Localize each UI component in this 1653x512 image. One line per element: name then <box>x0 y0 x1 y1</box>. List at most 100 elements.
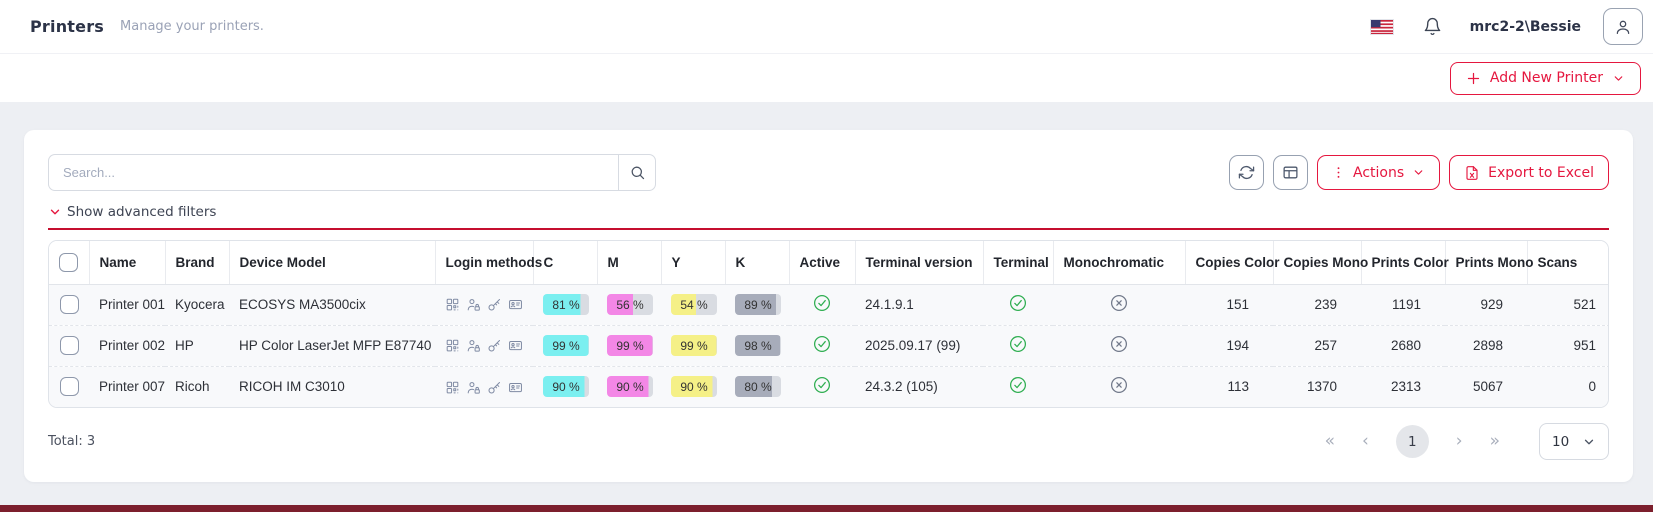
qr-code-icon <box>445 380 460 395</box>
column-header-login-methods[interactable]: Login methods <box>435 241 533 284</box>
column-header-device-model[interactable]: Device Model <box>229 241 435 284</box>
content-area: Actions Export to Excel <box>0 102 1653 505</box>
m-toner-level-badge: 90 % <box>607 376 653 397</box>
add-new-printer-label: Add New Printer <box>1490 70 1603 86</box>
cell-name: Printer 001 <box>89 284 165 325</box>
table-row: Printer 001 Kyocera ECOSYS MA3500cix 81 … <box>49 284 1609 325</box>
chevron-down-icon <box>48 205 62 219</box>
chevron-down-icon <box>1582 435 1596 449</box>
m-toner-level-badge: 56 % <box>607 294 653 315</box>
check-circle-icon <box>813 294 831 312</box>
cell-terminal-version: 24.1.9.1 <box>855 284 983 325</box>
column-settings-button[interactable] <box>1273 155 1308 190</box>
prev-page-button[interactable]: ‹ <box>1362 433 1369 450</box>
advanced-filters-toggle[interactable]: Show advanced filters <box>48 204 216 220</box>
cell-terminal <box>983 366 1053 407</box>
bottom-edge-bar <box>0 505 1653 512</box>
add-new-printer-button[interactable]: Add New Printer <box>1450 62 1641 95</box>
cell-login-methods <box>435 366 533 407</box>
cell-name: Printer 002 <box>89 325 165 366</box>
next-page-button[interactable]: › <box>1456 433 1463 450</box>
chevron-down-icon <box>1612 72 1625 85</box>
cell-login-methods <box>435 325 533 366</box>
cell-copies-color: 113 <box>1185 366 1273 407</box>
current-user-name: mrc2-2\Bessie <box>1470 19 1581 35</box>
cell-device-model: HP Color LaserJet MFP E87740 <box>229 325 435 366</box>
cell-monochromatic <box>1053 366 1185 407</box>
key-icon <box>487 338 502 353</box>
k-toner-level-badge: 89 % <box>735 294 781 315</box>
cell-copies-color: 151 <box>1185 284 1273 325</box>
user-pin-icon <box>466 380 481 395</box>
cell-cyan-level: 81 % <box>533 284 597 325</box>
y-toner-level-badge: 54 % <box>671 294 717 315</box>
search-button[interactable] <box>618 154 656 191</box>
column-header-prints-mono[interactable]: Prints Mono <box>1445 241 1527 284</box>
column-header-brand[interactable]: Brand <box>165 241 229 284</box>
table-body: Printer 001 Kyocera ECOSYS MA3500cix 81 … <box>49 284 1609 407</box>
table-header-row: NameBrandDevice ModelLogin methodsCMYKAc… <box>49 241 1609 284</box>
column-header-name[interactable]: Name <box>89 241 165 284</box>
first-page-button[interactable]: « <box>1325 433 1335 450</box>
toolbar-buttons: Actions Export to Excel <box>1229 155 1609 190</box>
k-toner-level-badge: 80 % <box>735 376 781 397</box>
total-count: Total: 3 <box>48 434 95 449</box>
cell-black-level: 98 % <box>725 325 789 366</box>
user-menu-button[interactable] <box>1603 8 1643 45</box>
column-header-monochromatic[interactable]: Monochromatic <box>1053 241 1185 284</box>
column-header-scans[interactable]: Scans <box>1527 241 1609 284</box>
column-header-y[interactable]: Y <box>661 241 725 284</box>
column-header-m[interactable]: M <box>597 241 661 284</box>
export-label: Export to Excel <box>1488 165 1594 181</box>
export-to-excel-button[interactable]: Export to Excel <box>1449 155 1609 190</box>
notifications-bell-icon[interactable] <box>1423 17 1442 36</box>
page-size-select[interactable]: 10 <box>1539 423 1609 460</box>
cell-brand: Ricoh <box>165 366 229 407</box>
cell-copies-mono: 1370 <box>1273 366 1361 407</box>
k-toner-level-badge: 98 % <box>735 335 781 356</box>
cell-black-level: 89 % <box>725 284 789 325</box>
column-header-copies-color[interactable]: Copies Color <box>1185 241 1273 284</box>
cell-active <box>789 284 855 325</box>
cell-login-methods <box>435 284 533 325</box>
search-icon <box>629 164 646 181</box>
printers-table: NameBrandDevice ModelLogin methodsCMYKAc… <box>49 241 1609 407</box>
check-circle-icon <box>1009 335 1027 353</box>
cell-terminal-version: 24.3.2 (105) <box>855 366 983 407</box>
select-all-checkbox[interactable] <box>59 253 78 272</box>
y-toner-level-badge: 99 % <box>671 335 717 356</box>
search-input[interactable] <box>48 154 618 191</box>
last-page-button[interactable]: » <box>1490 433 1500 450</box>
page-size-value: 10 <box>1552 434 1569 450</box>
column-header-terminal[interactable]: Terminal <box>983 241 1053 284</box>
cell-monochromatic <box>1053 284 1185 325</box>
column-header-copies-mono[interactable]: Copies Mono <box>1273 241 1361 284</box>
column-header-prints-color[interactable]: Prints Color <box>1361 241 1445 284</box>
cell-device-model: ECOSYS MA3500cix <box>229 284 435 325</box>
cell-copies-mono: 239 <box>1273 284 1361 325</box>
cell-active <box>789 366 855 407</box>
row-checkbox[interactable] <box>60 295 79 314</box>
column-header-active[interactable]: Active <box>789 241 855 284</box>
red-divider <box>48 228 1609 230</box>
actions-button[interactable]: Actions <box>1317 155 1440 190</box>
user-icon <box>1614 18 1632 36</box>
cell-yellow-level: 90 % <box>661 366 725 407</box>
cell-prints-mono: 5067 <box>1445 366 1527 407</box>
current-page-button[interactable]: 1 <box>1396 425 1429 458</box>
refresh-button[interactable] <box>1229 155 1264 190</box>
row-checkbox[interactable] <box>60 377 79 396</box>
table-row: Printer 007 Ricoh RICOH IM C3010 90 % 90… <box>49 366 1609 407</box>
cell-black-level: 80 % <box>725 366 789 407</box>
check-circle-icon <box>813 376 831 394</box>
row-checkbox[interactable] <box>60 336 79 355</box>
topbar-right: mrc2-2\Bessie <box>1371 8 1643 45</box>
column-header-terminal-version[interactable]: Terminal version <box>855 241 983 284</box>
id-card-icon <box>508 297 523 312</box>
column-header-k[interactable]: K <box>725 241 789 284</box>
key-icon <box>487 297 502 312</box>
user-pin-icon <box>466 338 481 353</box>
column-header-c[interactable]: C <box>533 241 597 284</box>
cell-copies-color: 194 <box>1185 325 1273 366</box>
language-flag-us-icon[interactable] <box>1371 20 1393 34</box>
